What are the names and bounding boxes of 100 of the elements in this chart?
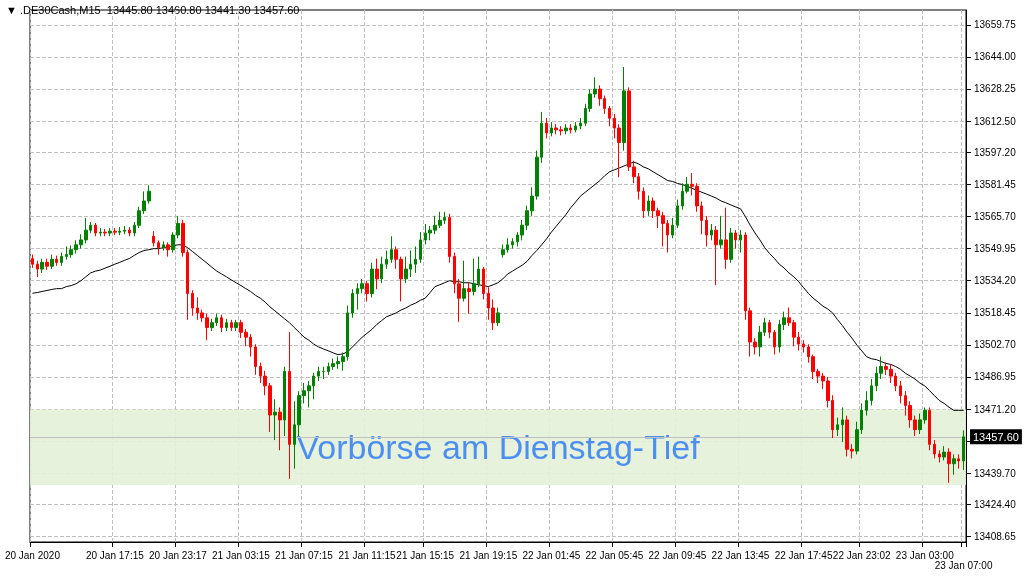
candlestick xyxy=(390,235,393,264)
candlestick xyxy=(385,250,388,270)
candlestick xyxy=(550,121,553,137)
candlestick xyxy=(152,230,155,247)
candlestick xyxy=(564,123,568,135)
x-tick-label: 22 Jan 05:45 xyxy=(585,549,644,561)
annotation: ▼ .DE30Cash,M15 13445.80 13460.80 13441.30 13457.60 xyxy=(6,3,300,16)
candlestick xyxy=(705,215,708,247)
candlestick xyxy=(739,229,742,254)
candlestick xyxy=(108,227,112,237)
candlestick xyxy=(288,331,291,480)
candlestick xyxy=(729,227,733,264)
candlestick xyxy=(36,260,39,278)
candlestick xyxy=(157,239,160,256)
candlestick xyxy=(647,194,650,217)
candlestick xyxy=(899,380,902,404)
candlestick xyxy=(719,215,723,249)
candlestick xyxy=(55,255,58,267)
candlestick xyxy=(220,314,223,333)
y-tick-label: 13612.50 xyxy=(974,115,1017,127)
x-tick-label: 22 Jan 09:45 xyxy=(648,549,707,561)
x-tick-label: 21 Jan 07:15 xyxy=(275,549,334,561)
x-tick-label: 21 Jan 11:15 xyxy=(338,549,397,561)
candlestick xyxy=(40,258,44,274)
candlestick xyxy=(462,260,466,302)
x-tick-label: 21 Jan 15:15 xyxy=(396,549,455,561)
candlestick xyxy=(957,453,960,470)
candlestick xyxy=(123,225,126,235)
y-tick-label: 13659.75 xyxy=(974,19,1017,31)
candlestick xyxy=(375,258,379,290)
candlestick xyxy=(841,406,844,443)
candlestick xyxy=(317,366,320,382)
candlestick xyxy=(380,256,383,284)
candlestick xyxy=(962,429,965,471)
candlestick xyxy=(472,258,476,296)
candlestick xyxy=(448,213,451,264)
x-tick-label: 20 Jan 2020 xyxy=(4,549,61,561)
band-label: Vorbörse am Dienstag-Tief xyxy=(296,428,701,467)
candlestick xyxy=(118,226,121,236)
candlestick xyxy=(162,240,165,252)
y-tick-label: 13565.70 xyxy=(974,210,1017,222)
candlestick xyxy=(545,117,548,139)
candlestick xyxy=(103,228,107,237)
candlestick xyxy=(870,378,873,406)
candlestick xyxy=(579,117,582,130)
x-tick-label: 20 Jan 23:17 xyxy=(149,549,208,561)
candlestick xyxy=(31,254,34,269)
candlestick xyxy=(99,227,102,237)
candlestick xyxy=(710,223,713,241)
candlestick xyxy=(836,417,839,437)
y-tick-label: 13471.20 xyxy=(974,403,1017,415)
candlestick xyxy=(128,226,131,237)
candlestick xyxy=(734,229,737,249)
x-tick-label: 22 Jan 13:45 xyxy=(711,549,770,561)
candlestick xyxy=(938,449,941,464)
x-tick-label: 22 Jan 17:45 xyxy=(774,549,833,561)
y-tick-label: 13628.25 xyxy=(974,83,1017,95)
candlestick xyxy=(467,282,471,315)
candlestick xyxy=(351,288,354,319)
candlestick xyxy=(278,406,282,451)
candlestick xyxy=(230,319,233,332)
candlestick xyxy=(933,439,936,459)
candlestick xyxy=(254,343,257,376)
candlestick xyxy=(50,254,54,270)
candlestick xyxy=(952,453,956,476)
y-tick-label: 13502.70 xyxy=(974,339,1017,351)
candlestick xyxy=(768,319,771,339)
x-tick-label: 20 Jan 17:15 xyxy=(85,549,145,561)
y-tick-label: 13424.40 xyxy=(974,498,1017,510)
candlestick xyxy=(45,258,49,271)
candlestick xyxy=(365,280,369,302)
y-tick-label: 13534.20 xyxy=(974,275,1017,287)
candlestick xyxy=(191,289,194,317)
x-tick-label: 22 Jan 23:02 xyxy=(832,549,892,561)
candlestick xyxy=(414,245,417,274)
candlestick xyxy=(622,66,626,152)
candlestick xyxy=(496,307,500,327)
x-tick-label: 23 Jan 03:00 xyxy=(895,549,955,561)
candlestick xyxy=(60,252,63,267)
y-tick-label: 13486.95 xyxy=(974,371,1017,383)
candlestick xyxy=(928,406,931,451)
candlestick xyxy=(942,445,946,461)
candlestick xyxy=(714,225,718,286)
y-tick-label: 13439.70 xyxy=(974,467,1017,479)
candlestick xyxy=(574,121,577,133)
y-tick-label: 13644.00 xyxy=(974,51,1017,63)
candlestick xyxy=(802,339,805,353)
candlestick xyxy=(773,329,776,355)
candlestick xyxy=(370,262,374,298)
candlestick xyxy=(608,105,611,127)
candlestick xyxy=(419,231,422,264)
candlestick xyxy=(671,217,674,239)
y-tick-label: 13518.45 xyxy=(974,307,1017,319)
candlestick xyxy=(642,186,645,219)
candlestick xyxy=(283,366,286,437)
y-tick-label: 13597.20 xyxy=(974,146,1017,158)
x-tick-label: 22 Jan 01:45 xyxy=(522,549,581,561)
candlestick xyxy=(166,241,170,258)
x-tick-label: 21 Jan 03:15 xyxy=(212,549,271,561)
candlestick xyxy=(724,207,728,270)
